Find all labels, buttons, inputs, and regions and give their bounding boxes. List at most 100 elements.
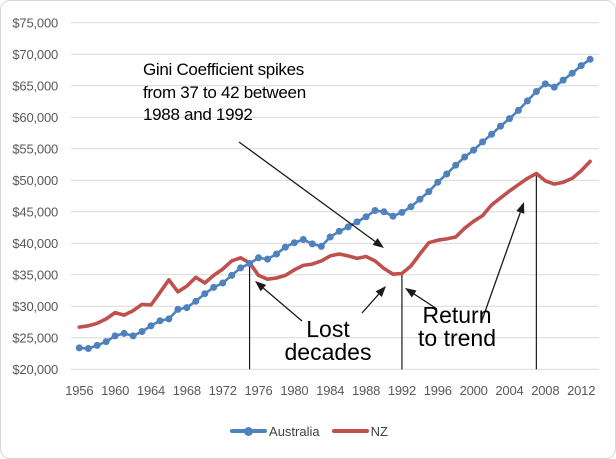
australia-marker: [434, 178, 442, 186]
australia-marker: [317, 242, 325, 250]
australia-marker: [308, 240, 316, 248]
y-axis-label: $25,000: [12, 330, 58, 345]
x-axis-label: 1964: [137, 383, 165, 398]
australia-marker: [344, 223, 352, 231]
y-axis-label: $45,000: [12, 204, 58, 219]
chart-legend: Australia NZ: [1, 421, 615, 441]
australia-marker: [264, 255, 271, 263]
australia-marker: [183, 304, 191, 312]
australia-marker: [362, 213, 370, 221]
australia-marker: [577, 62, 585, 70]
australia-marker: [129, 332, 137, 340]
y-axis-label: $40,000: [12, 236, 58, 251]
australia-marker: [93, 341, 101, 349]
australia-marker: [147, 322, 155, 330]
australia-marker: [75, 344, 83, 352]
australia-marker: [532, 88, 540, 95]
x-axis-label: 2012: [567, 383, 595, 398]
australia-marker: [281, 243, 289, 251]
legend-item-nz[interactable]: NZ: [331, 423, 388, 439]
return-arrow-right: [480, 212, 521, 324]
australia-marker: [326, 233, 334, 241]
y-axis-label: $55,000: [12, 141, 58, 156]
x-axis-label: 2008: [531, 383, 559, 398]
x-axis-label: 2000: [460, 383, 488, 398]
australia-marker: [488, 130, 496, 138]
australia-marker: [452, 161, 460, 169]
y-axis-label: $20,000: [12, 362, 58, 377]
lost-arrow-left: [262, 287, 303, 322]
x-axis-label: 1996: [424, 383, 452, 398]
return-arrow-right-head: [516, 202, 525, 214]
australia-marker: [407, 203, 415, 211]
y-axis-label: $35,000: [12, 267, 58, 282]
australia-marker: [84, 345, 92, 352]
australia-marker: [479, 138, 487, 146]
australia-marker: [380, 208, 388, 216]
x-axis-label: 1976: [244, 383, 272, 398]
australia-marker: [371, 207, 379, 214]
australia-marker: [497, 122, 504, 130]
return-arrow-left: [413, 293, 438, 310]
australia-marker: [568, 69, 576, 77]
x-axis-label: 1992: [388, 383, 416, 398]
australia-line-swatch: [230, 426, 268, 436]
australia-marker: [102, 338, 110, 346]
legend-label-nz: NZ: [370, 423, 388, 439]
legend-item-australia[interactable]: Australia: [230, 424, 320, 439]
australia-marker: [192, 297, 200, 305]
y-axis-label: $65,000: [12, 78, 58, 93]
australia-marker: [398, 208, 406, 216]
australia-marker: [541, 80, 549, 88]
y-axis-label: $75,000: [12, 15, 58, 30]
australia-marker: [201, 290, 209, 298]
australia-marker: [210, 283, 218, 291]
australia-marker: [461, 153, 469, 161]
australia-marker: [138, 328, 146, 335]
australia-marker: [550, 83, 558, 91]
australia-marker: [246, 260, 254, 267]
y-axis-label: $70,000: [12, 47, 58, 62]
lost-arrow-left-head: [255, 281, 267, 292]
australia-marker: [353, 218, 361, 226]
australia-marker: [506, 115, 513, 123]
australia-marker: [165, 315, 173, 323]
australia-marker: [273, 250, 280, 258]
lost-arrow-right-head: [375, 286, 386, 298]
x-axis-label: 2004: [495, 383, 523, 398]
x-axis-label: 1960: [101, 383, 129, 398]
australia-marker: [523, 97, 531, 105]
australia-marker: [425, 188, 433, 196]
australia-marker: [120, 329, 128, 337]
australia-marker: [586, 55, 594, 63]
x-axis-label: 1984: [316, 383, 344, 398]
australia-marker: [174, 305, 182, 313]
australia-marker: [228, 271, 236, 279]
australia-line: [79, 58, 591, 350]
australia-marker: [255, 254, 262, 262]
gini-arrow-head: [372, 238, 384, 248]
australia-marker: [416, 195, 424, 203]
australia-marker: [559, 76, 567, 84]
nz-line-swatch: [331, 429, 369, 433]
australia-marker: [514, 106, 522, 114]
y-axis-label: $50,000: [12, 173, 58, 188]
australia-marker: [237, 264, 245, 272]
y-axis-label: $30,000: [12, 299, 58, 314]
x-axis-label: 1988: [352, 383, 380, 398]
australia-marker: [443, 170, 451, 178]
x-axis-label: 1980: [280, 383, 308, 398]
x-axis-label: 1956: [65, 383, 93, 398]
australia-marker: [470, 146, 478, 154]
return-arrow-left-head: [405, 288, 417, 298]
y-axis-label: $60,000: [12, 110, 58, 125]
nz-line: [77, 159, 592, 329]
australia-marker: [219, 279, 227, 287]
australia-marker: [335, 227, 343, 235]
legend-label-australia: Australia: [269, 423, 320, 439]
x-axis-label: 1972: [209, 383, 237, 398]
australia-marker: [111, 332, 119, 340]
australia-marker: [290, 239, 298, 247]
